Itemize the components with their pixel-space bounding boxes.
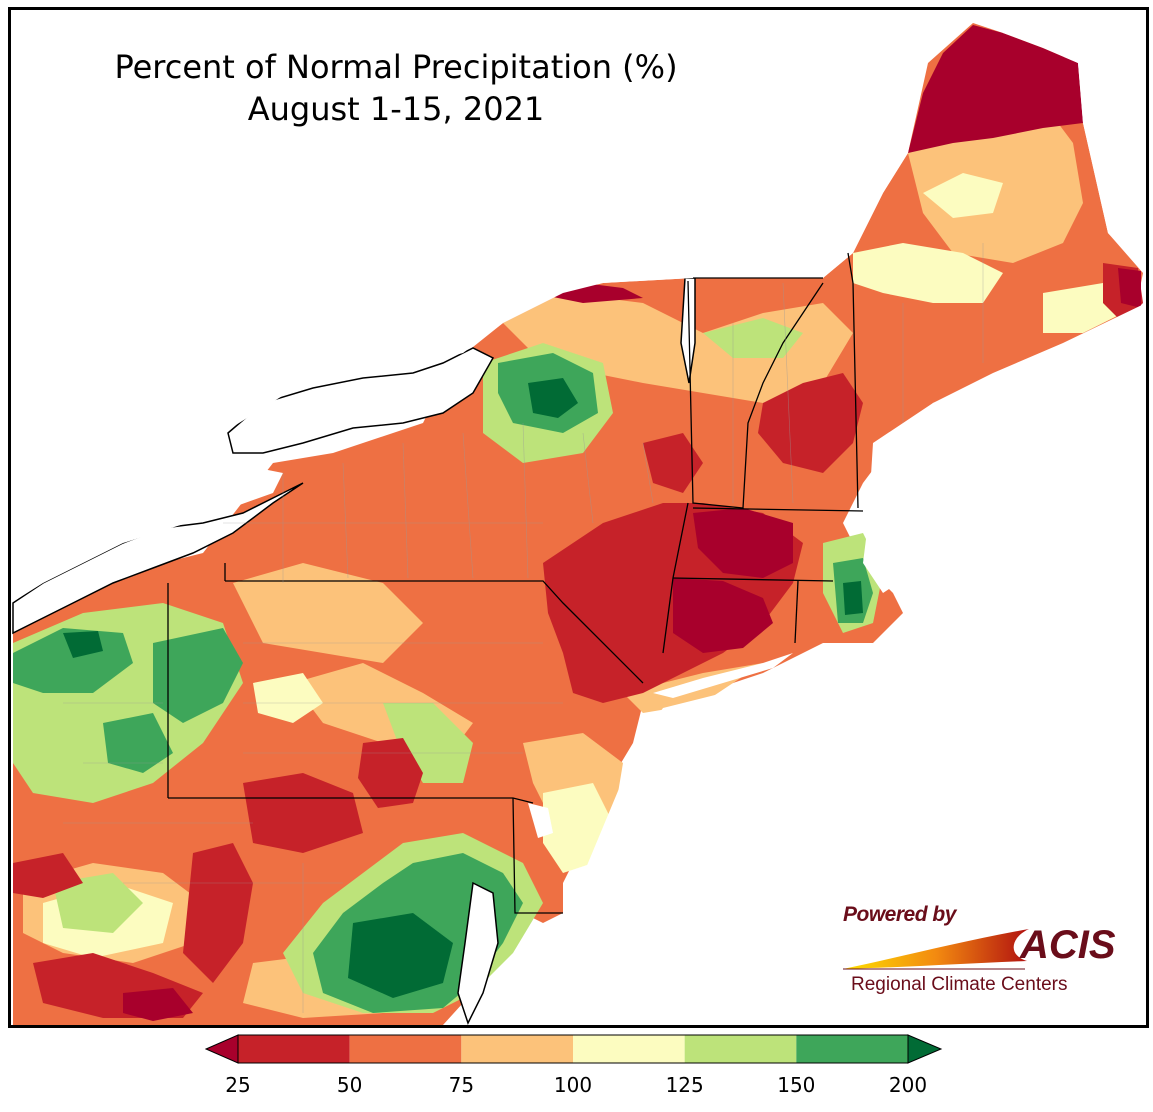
county-grid xyxy=(63,243,984,1013)
legend-bin-75-100 xyxy=(461,1035,573,1063)
water-bodies xyxy=(11,10,1146,1025)
atlantic-ocean xyxy=(543,303,1146,1025)
legend-bin-50-75 xyxy=(349,1035,462,1063)
legend-tick-label: 75 xyxy=(448,1073,475,1097)
zone-dry xyxy=(643,433,703,493)
zone-above xyxy=(53,873,143,933)
acis-logo-text: ACIS xyxy=(1020,923,1116,967)
border-ct-ri xyxy=(794,580,799,644)
border-pa-west xyxy=(167,563,226,798)
legend-tick-label: 100 xyxy=(553,1073,593,1097)
zone-wet xyxy=(153,628,243,723)
border-ma xyxy=(672,507,864,582)
canada-land xyxy=(11,10,928,603)
color-legend: 25 50 75 100 125 150 200 xyxy=(204,1033,943,1103)
zone-very-dry xyxy=(673,578,773,653)
zone-near-above xyxy=(923,173,1003,218)
legend-tick-label: 50 xyxy=(336,1073,363,1097)
legend-tick-label: 200 xyxy=(888,1073,928,1097)
canada-east xyxy=(973,10,1146,273)
border-ny-pa xyxy=(225,580,644,684)
state-borders xyxy=(167,252,864,914)
zone-wet xyxy=(103,713,173,773)
powered-by-text: Powered by xyxy=(843,903,956,926)
zone-dry xyxy=(358,738,423,808)
legend-colorbar xyxy=(204,1034,943,1064)
border-nh-me xyxy=(847,252,859,509)
zone-very-dry xyxy=(1118,268,1141,308)
legend-tick-label: 150 xyxy=(777,1073,816,1097)
border-vt-nh xyxy=(687,280,824,509)
lake-ontario xyxy=(227,347,495,454)
delaware-bay xyxy=(528,803,553,838)
legend-outline xyxy=(237,1034,909,1064)
legend-tick-label: 25 xyxy=(225,1073,251,1097)
map-frame: Percent of Normal Precipitation (%) Augu… xyxy=(8,7,1149,1028)
precipitation-map xyxy=(11,10,1146,1025)
border-ny-ct xyxy=(662,502,689,654)
map-very-dry xyxy=(123,25,1141,1021)
county-lines xyxy=(63,243,984,1013)
legend-over-arrow xyxy=(907,1034,943,1064)
zone-very-dry xyxy=(123,988,193,1021)
legend-under-arrow xyxy=(204,1034,239,1064)
legend-bin-100-125 xyxy=(573,1035,685,1063)
zone-dry xyxy=(243,773,363,853)
legend-bin-25-50 xyxy=(238,1035,350,1063)
map-very-wet xyxy=(63,378,863,998)
acis-credit-logo: Powered by ACIS Regional Climate Centers xyxy=(837,903,1127,1003)
zone-very-wet xyxy=(348,913,453,998)
acis-swoosh-icon xyxy=(843,929,1029,970)
zone-very-dry xyxy=(693,508,793,578)
zone-near-below xyxy=(233,563,423,663)
map-title: Percent of Normal Precipitation (%) xyxy=(114,48,678,86)
zone-near-above xyxy=(853,243,1003,303)
chesapeake-bay xyxy=(457,881,499,1025)
long-island-sound xyxy=(653,653,793,698)
zone-dry xyxy=(758,373,863,473)
zone-above xyxy=(383,703,473,783)
legend-tick-label: 125 xyxy=(665,1073,704,1097)
zone-dry xyxy=(13,853,83,898)
border-de xyxy=(512,797,563,914)
legend-bin-150-200 xyxy=(796,1035,908,1063)
zone-above xyxy=(703,318,803,358)
zone-very-wet xyxy=(528,378,578,418)
zone-very-dry xyxy=(908,25,1083,153)
zone-dry xyxy=(183,843,253,983)
regional-climate-centers-text: Regional Climate Centers xyxy=(851,974,1068,995)
zone-very-wet xyxy=(843,581,863,615)
map-subtitle-date: August 1-15, 2021 xyxy=(247,90,545,128)
zone-very-wet xyxy=(63,631,103,658)
legend-bin-125-150 xyxy=(684,1035,797,1063)
zone-wet xyxy=(13,628,133,693)
zone-near-above xyxy=(253,673,323,723)
